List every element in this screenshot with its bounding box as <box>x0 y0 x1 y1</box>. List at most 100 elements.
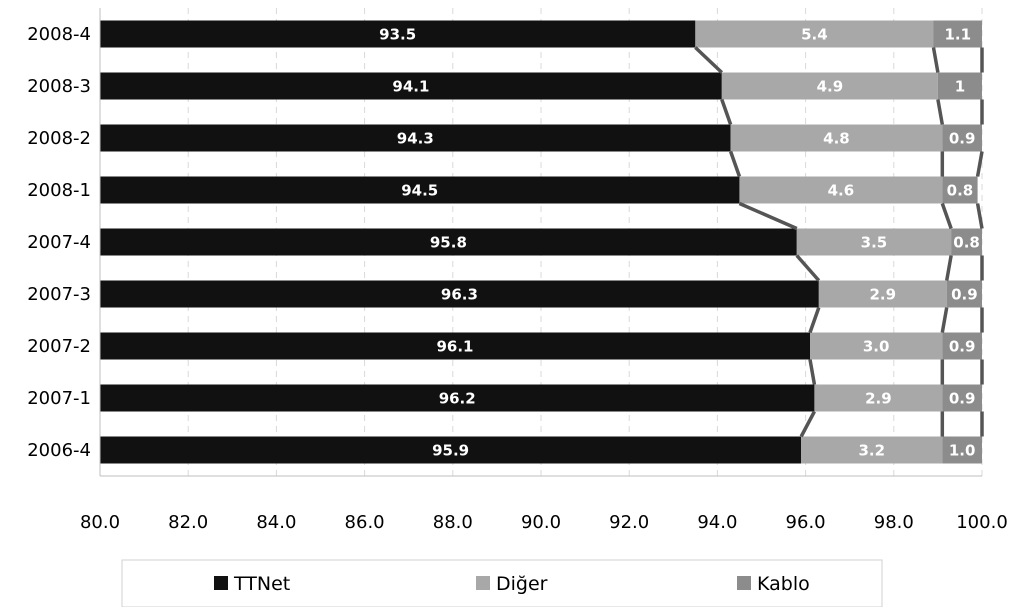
x-tick-label: 90.0 <box>521 512 561 533</box>
data-label: 3.0 <box>863 338 890 356</box>
data-label: 94.1 <box>392 78 429 96</box>
x-tick-label: 96.0 <box>786 512 826 533</box>
x-tick-label: 82.0 <box>168 512 208 533</box>
data-label: 1 <box>955 78 965 96</box>
bar-segment-ttnet <box>100 332 811 360</box>
bars <box>100 20 982 464</box>
data-label: 0.9 <box>951 286 978 304</box>
data-label: 93.5 <box>379 26 416 44</box>
series-line <box>936 99 945 125</box>
bar-segment-diğer <box>818 280 947 308</box>
bar-segment-kablo <box>942 436 982 464</box>
y-category-label: 2006-4 <box>27 440 91 461</box>
x-tick-label: 86.0 <box>345 512 385 533</box>
bar-segment-kablo <box>942 124 982 152</box>
y-category-label: 2008-1 <box>27 180 91 201</box>
data-label: 1.0 <box>949 442 976 460</box>
bar-segment-kablo <box>946 280 982 308</box>
data-label: 96.1 <box>436 338 473 356</box>
bar-segment-diğer <box>695 20 934 48</box>
data-label: 94.5 <box>401 182 438 200</box>
bar-segment-kablo <box>942 332 982 360</box>
x-tick-label: 100.0 <box>956 512 1008 533</box>
bar-segment-ttnet <box>100 280 819 308</box>
legend-box <box>121 559 883 607</box>
series-line <box>808 359 817 385</box>
bar-segment-diğer <box>721 72 938 100</box>
bar-segment-ttnet <box>100 384 815 412</box>
data-label: 5.4 <box>801 26 828 44</box>
data-label: 1.1 <box>944 26 971 44</box>
data-label: 96.3 <box>441 286 478 304</box>
x-tick-label: 88.0 <box>433 512 473 533</box>
series-lines <box>694 46 984 438</box>
data-label: 2.9 <box>865 390 892 408</box>
series-line <box>720 98 733 126</box>
data-label: 3.5 <box>861 234 888 252</box>
bar-segment-kablo <box>951 228 982 256</box>
bar-segment-diğer <box>739 176 943 204</box>
bar-segment-diğer <box>796 228 952 256</box>
series-line <box>795 254 821 282</box>
x-tick-label: 98.0 <box>874 512 914 533</box>
data-label: 3.2 <box>858 442 885 460</box>
data-label: 2.9 <box>869 286 896 304</box>
series-line <box>808 306 821 334</box>
series-line <box>975 203 984 229</box>
data-label: 0.8 <box>953 234 980 252</box>
data-label: 96.2 <box>439 390 476 408</box>
data-label: 0.9 <box>949 130 976 148</box>
bar-segment-kablo <box>942 384 982 412</box>
bar-segment-diğer <box>810 332 943 360</box>
bar-segment-kablo <box>942 176 978 204</box>
x-tick-label: 94.0 <box>697 512 737 533</box>
data-label: 4.8 <box>823 130 850 148</box>
series-line <box>728 150 742 178</box>
series-line <box>940 202 953 230</box>
bar-segment-kablo <box>937 72 982 100</box>
legend-swatch <box>737 576 751 590</box>
bar-segment-ttnet <box>100 228 797 256</box>
data-label: 0.9 <box>949 338 976 356</box>
series-line <box>738 201 798 231</box>
data-label: 95.8 <box>430 234 467 252</box>
bar-segment-ttnet <box>100 124 731 152</box>
bar-segment-ttnet <box>100 176 740 204</box>
series-line <box>975 151 984 177</box>
y-category-label: 2008-2 <box>27 128 91 149</box>
axes: 80.0 82.0 84.0 86.0 88.0 90.0 92.0 94.0 96.0 98.0… <box>27 8 1008 533</box>
data-label: 95.9 <box>432 442 469 460</box>
y-category-label: 2008-3 <box>27 76 91 97</box>
y-category-label: 2007-3 <box>27 284 91 305</box>
legend-label: Kablo <box>757 573 810 595</box>
data-label: 0.8 <box>947 182 974 200</box>
data-label: 0.9 <box>949 390 976 408</box>
series-line <box>799 410 816 438</box>
legend-label: Diğer <box>496 573 548 595</box>
x-tick-label: 84.0 <box>256 512 296 533</box>
data-label: 94.3 <box>397 130 434 148</box>
x-tick-label: 92.0 <box>609 512 649 533</box>
legend-swatch <box>214 576 228 590</box>
bar-segment-ttnet <box>100 20 696 48</box>
legend: TTNet Diğer Kablo <box>121 559 883 607</box>
y-category-label: 2007-2 <box>27 336 91 357</box>
series-line <box>931 47 940 73</box>
y-category-label: 2007-4 <box>27 232 91 253</box>
bar-segment-ttnet <box>100 436 802 464</box>
y-category-label: 2008-4 <box>27 24 91 45</box>
bar-segment-kablo <box>933 20 982 48</box>
legend-swatch <box>476 576 490 590</box>
series-line <box>944 255 953 281</box>
y-category-label: 2007-1 <box>27 388 91 409</box>
series-line <box>694 46 724 74</box>
data-labels: 93.5 5.4 1.1 94.1 4.9 1 94.3 4.8 0.9 94.5 4.6 0.8 95… <box>379 26 980 460</box>
x-tick-label: 80.0 <box>80 512 120 533</box>
data-label: 4.6 <box>828 182 855 200</box>
bar-segment-diğer <box>814 384 943 412</box>
bar-segment-diğer <box>801 436 943 464</box>
series-line <box>940 307 949 333</box>
data-label: 4.9 <box>817 78 844 96</box>
legend-label: TTNet <box>233 573 290 595</box>
